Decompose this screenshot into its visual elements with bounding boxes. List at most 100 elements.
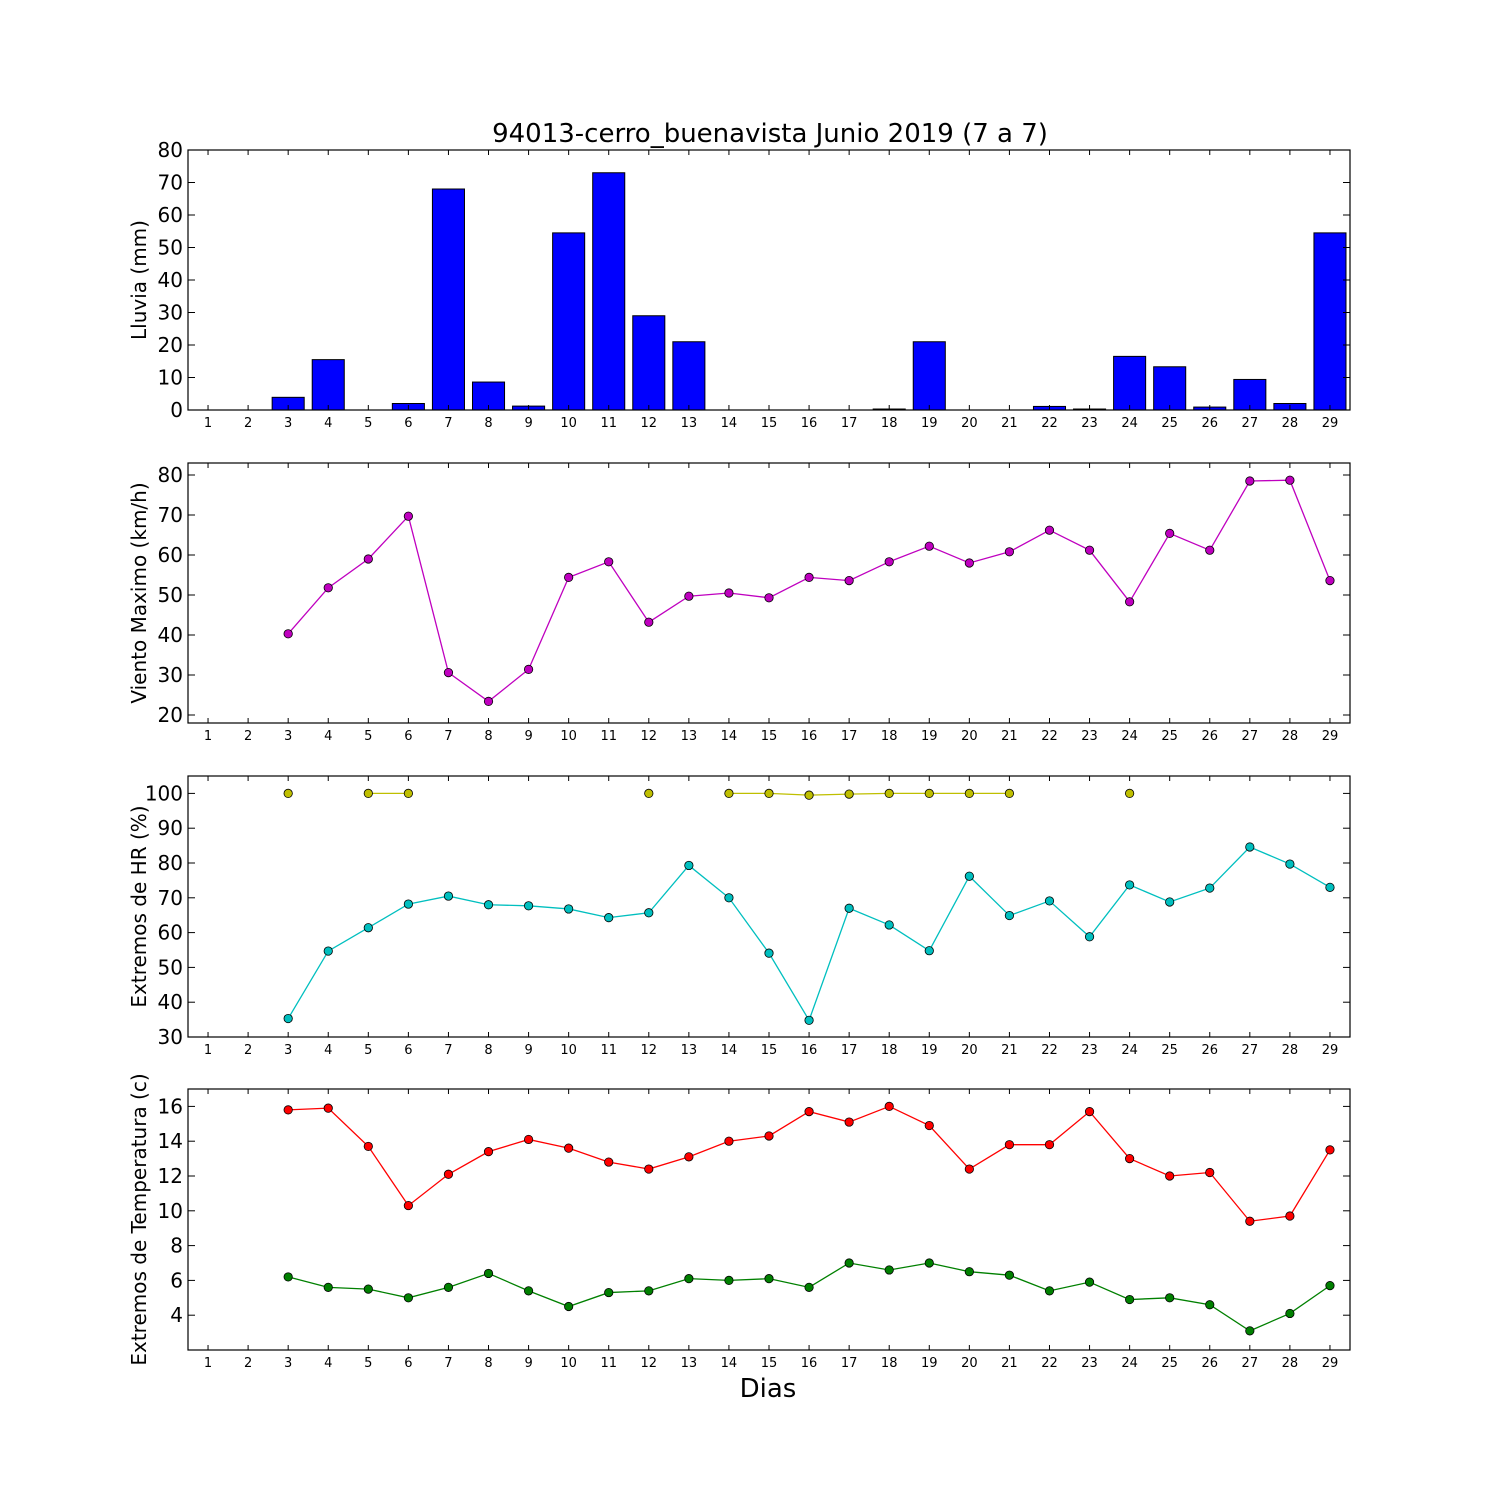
x-tick-label: 10	[560, 1043, 577, 1058]
y-tick-label: 16	[158, 1094, 183, 1118]
point-temperatura-0-day-20	[964, 1164, 974, 1174]
point-humedad-1-day-18	[884, 920, 894, 930]
x-tick-label: 14	[721, 416, 738, 431]
y-axis-label: Extremos de Temperatura (c)	[127, 1073, 151, 1365]
axes-frame	[187, 775, 1351, 1038]
point-humedad-1-day-6	[403, 899, 413, 909]
x-tick-label: 9	[524, 1043, 532, 1058]
bar-day-7	[431, 188, 465, 410]
point-viento-0-day-28	[1285, 475, 1295, 485]
point-viento-0-day-20	[964, 558, 974, 568]
x-tick-label: 8	[484, 1043, 492, 1058]
bar-day-29	[1313, 232, 1347, 410]
point-temperatura-0-day-8	[483, 1147, 494, 1157]
figure-title: 94013-cerro_buenavista Junio 2019 (7 a 7…	[492, 119, 1048, 149]
bar-day-13	[672, 341, 706, 410]
x-tick-label: 22	[1041, 416, 1058, 431]
point-temperatura-0-day-23	[1084, 1107, 1095, 1117]
x-tick-label: 2	[244, 416, 252, 431]
point-viento-0-day-15	[764, 593, 774, 603]
x-tick-label: 1	[204, 1043, 212, 1058]
point-temperatura-1-day-8	[483, 1268, 494, 1279]
y-tick-label: 80	[158, 851, 183, 875]
x-tick-label: 18	[881, 729, 898, 744]
point-temperatura-1-day-9	[523, 1286, 534, 1296]
x-tick-label: 23	[1081, 1356, 1098, 1371]
point-temperatura-0-day-3	[283, 1105, 293, 1115]
x-tick-label: 18	[881, 416, 898, 431]
point-humedad-0-day-19	[924, 788, 934, 799]
point-temperatura-1-day-5	[363, 1284, 373, 1294]
y-tick-label: 14	[158, 1129, 183, 1153]
point-temperatura-0-day-28	[1285, 1211, 1295, 1221]
x-tick-label: 2	[244, 729, 252, 744]
y-tick-label: 4	[170, 1303, 183, 1327]
y-tick-label: 90	[158, 816, 183, 840]
point-temperatura-0-day-12	[644, 1164, 654, 1174]
point-temperatura-0-day-18	[884, 1101, 894, 1112]
point-temperatura-1-day-24	[1125, 1294, 1135, 1305]
axes-frame	[187, 1088, 1351, 1351]
point-temperatura-0-day-14	[724, 1136, 734, 1146]
y-tick-label: 12	[158, 1164, 183, 1188]
x-tick-label: 3	[284, 729, 292, 744]
x-tick-label: 5	[364, 1043, 372, 1058]
plot-area	[283, 1101, 1335, 1336]
point-humedad-0-day-14	[724, 788, 734, 799]
x-tick-label: 4	[324, 1043, 332, 1058]
series-line-humedad-1	[287, 846, 1331, 1022]
point-viento-0-day-7	[443, 667, 454, 678]
x-tick-label: 28	[1282, 729, 1299, 744]
point-temperatura-0-day-15	[764, 1131, 774, 1141]
point-humedad-0-day-17	[844, 789, 854, 799]
point-humedad-0-day-16	[804, 790, 814, 800]
point-temperatura-1-day-17	[844, 1258, 854, 1268]
x-tick-label: 17	[841, 1043, 858, 1058]
x-tick-label: 20	[961, 1043, 978, 1058]
x-tick-label: 26	[1201, 1356, 1218, 1371]
point-viento-0-day-22	[1044, 525, 1055, 535]
x-tick-label: 24	[1121, 1356, 1138, 1371]
x-tick-label: 28	[1282, 416, 1299, 431]
point-humedad-0-day-6	[403, 788, 413, 799]
y-tick-label: 60	[158, 203, 183, 227]
x-tick-label: 3	[284, 416, 292, 431]
x-tick-label: 27	[1242, 1356, 1259, 1371]
point-humedad-1-day-10	[564, 904, 574, 914]
x-axis-label: Dias	[740, 1374, 797, 1404]
x-tick-label: 7	[444, 1356, 452, 1371]
x-tick-label: 9	[524, 1356, 532, 1371]
x-tick-label: 3	[284, 1356, 292, 1371]
point-temperatura-0-day-9	[523, 1134, 534, 1145]
y-tick-label: 40	[158, 268, 183, 292]
x-tick-label: 20	[961, 416, 978, 431]
point-temperatura-0-day-11	[604, 1157, 614, 1167]
x-tick-label: 20	[961, 729, 978, 744]
x-tick-label: 19	[921, 1043, 938, 1058]
x-tick-label: 21	[1001, 729, 1018, 744]
point-temperatura-1-day-20	[964, 1267, 974, 1277]
point-temperatura-1-day-27	[1245, 1326, 1255, 1336]
x-tick-label: 24	[1121, 416, 1138, 431]
x-tick-label: 10	[560, 416, 577, 431]
x-tick-label: 7	[444, 1043, 452, 1058]
point-viento-0-day-27	[1245, 476, 1255, 486]
x-tick-label: 4	[324, 1356, 332, 1371]
x-tick-label: 26	[1201, 729, 1218, 744]
point-humedad-1-day-17	[844, 903, 854, 913]
point-temperatura-1-day-10	[564, 1301, 574, 1312]
point-temperatura-1-day-29	[1325, 1281, 1335, 1291]
point-temperatura-0-day-27	[1245, 1216, 1255, 1226]
point-temperatura-1-day-3	[283, 1272, 293, 1282]
x-tick-label: 18	[881, 1043, 898, 1058]
y-tick-label: 50	[158, 583, 183, 607]
point-humedad-1-day-28	[1285, 859, 1295, 869]
bar-day-11	[592, 172, 626, 410]
x-tick-label: 15	[761, 416, 778, 431]
point-viento-0-day-26	[1205, 545, 1215, 555]
x-tick-label: 24	[1121, 729, 1138, 744]
x-tick-label: 26	[1201, 416, 1218, 431]
y-tick-label: 50	[158, 955, 183, 979]
point-temperatura-1-day-19	[924, 1258, 934, 1268]
point-temperatura-0-day-5	[363, 1141, 373, 1152]
